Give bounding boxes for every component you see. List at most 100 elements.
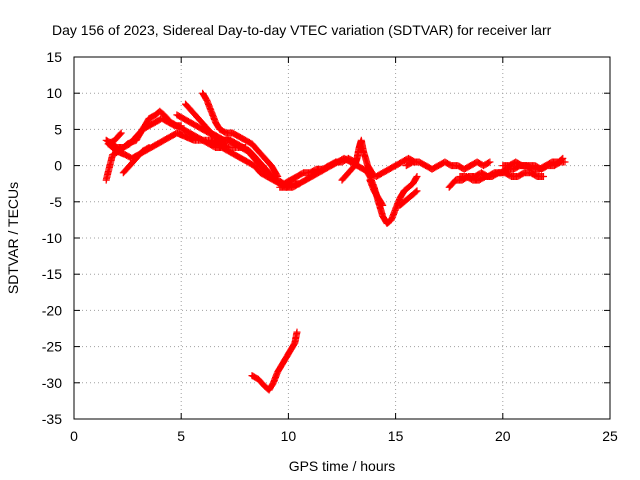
data-point bbox=[302, 173, 315, 184]
series-sat-l bbox=[338, 136, 376, 184]
data-point bbox=[156, 107, 167, 118]
data-point bbox=[475, 173, 488, 184]
data-point bbox=[177, 122, 185, 130]
data-point bbox=[139, 144, 152, 155]
data-point bbox=[205, 140, 218, 151]
data-point bbox=[462, 173, 475, 183]
data-point bbox=[415, 158, 428, 169]
data-point bbox=[117, 129, 125, 137]
data-point bbox=[370, 187, 382, 201]
data-point bbox=[338, 170, 351, 184]
data-point bbox=[267, 162, 281, 179]
data-point bbox=[550, 159, 563, 170]
data-point bbox=[445, 177, 459, 191]
data-point bbox=[402, 159, 415, 170]
data-point bbox=[409, 188, 420, 199]
data-point bbox=[282, 180, 295, 191]
data-point bbox=[501, 169, 514, 180]
x-tick-label: 10 bbox=[281, 428, 297, 444]
data-point bbox=[224, 147, 237, 158]
data-point bbox=[246, 147, 259, 161]
data-point bbox=[409, 174, 420, 188]
data-point bbox=[102, 152, 116, 184]
data-point bbox=[145, 144, 153, 151]
data-point bbox=[372, 170, 385, 180]
y-tick-label: 5 bbox=[54, 121, 62, 137]
data-point bbox=[132, 148, 146, 162]
y-tick-label: 10 bbox=[46, 85, 62, 101]
data-layer bbox=[102, 89, 569, 394]
y-tick-label: -25 bbox=[42, 339, 62, 355]
data-point bbox=[512, 158, 525, 169]
data-point bbox=[254, 375, 268, 389]
y-tick-label: 0 bbox=[54, 158, 62, 174]
data-point bbox=[374, 194, 386, 208]
series-sat-o bbox=[396, 187, 421, 209]
data-point bbox=[396, 188, 407, 202]
y-tick-label: -30 bbox=[42, 375, 62, 391]
data-point bbox=[250, 162, 264, 176]
data-point bbox=[132, 126, 146, 141]
x-axis-title: GPS time / hours bbox=[289, 458, 396, 474]
data-point bbox=[261, 154, 274, 169]
data-point bbox=[340, 154, 353, 165]
y-tick-label: -35 bbox=[42, 411, 62, 427]
series-sat-h bbox=[199, 89, 282, 180]
data-point bbox=[379, 166, 392, 177]
data-point bbox=[248, 140, 261, 154]
y-axis-title: SDTVAR / TECUs bbox=[5, 182, 21, 294]
data-point bbox=[460, 162, 473, 173]
chart-title: Day 156 of 2023, Sidereal Day-to-day VTE… bbox=[52, 22, 552, 38]
x-tick-label: 5 bbox=[177, 428, 185, 444]
data-point bbox=[282, 347, 294, 361]
data-point bbox=[160, 133, 173, 144]
data-point bbox=[145, 119, 158, 130]
data-point bbox=[308, 170, 321, 180]
data-point bbox=[265, 169, 279, 183]
data-point bbox=[214, 133, 227, 143]
data-point bbox=[239, 144, 252, 154]
data-point bbox=[126, 155, 139, 170]
data-point bbox=[559, 154, 567, 162]
series-sat-e bbox=[119, 144, 153, 177]
data-point bbox=[233, 140, 246, 151]
y-tick-label: -5 bbox=[50, 194, 63, 210]
data-point bbox=[306, 166, 319, 177]
data-point bbox=[265, 380, 277, 394]
data-point bbox=[192, 122, 205, 133]
data-point bbox=[392, 159, 405, 170]
data-point bbox=[207, 129, 220, 140]
data-point bbox=[400, 195, 411, 206]
data-point bbox=[359, 147, 371, 168]
data-point bbox=[396, 199, 407, 209]
data-point bbox=[486, 158, 494, 166]
data-point bbox=[488, 170, 501, 180]
data-point bbox=[252, 154, 266, 169]
data-point bbox=[244, 158, 257, 169]
data-point bbox=[364, 162, 375, 176]
data-point bbox=[413, 173, 421, 180]
data-point bbox=[227, 136, 240, 147]
data-point bbox=[104, 137, 117, 148]
data-point bbox=[216, 125, 229, 136]
data-point bbox=[314, 166, 328, 177]
data-point bbox=[327, 159, 340, 170]
data-point bbox=[379, 201, 387, 209]
data-point bbox=[287, 173, 300, 184]
y-tick-label: 15 bbox=[46, 49, 62, 65]
series-sat-r bbox=[456, 169, 547, 184]
grid-layer bbox=[74, 57, 610, 419]
x-tick-label: 15 bbox=[388, 428, 404, 444]
y-tick-label: -10 bbox=[42, 230, 62, 246]
y-tick-label: -15 bbox=[42, 266, 62, 282]
y-tick-label: -20 bbox=[42, 302, 62, 318]
data-point bbox=[259, 162, 272, 176]
data-point bbox=[293, 170, 306, 180]
data-point bbox=[235, 133, 248, 143]
data-point bbox=[383, 217, 394, 227]
x-tick-label: 20 bbox=[495, 428, 511, 444]
data-point bbox=[280, 177, 293, 188]
x-tick-label: 25 bbox=[602, 428, 618, 444]
data-point bbox=[514, 170, 527, 180]
